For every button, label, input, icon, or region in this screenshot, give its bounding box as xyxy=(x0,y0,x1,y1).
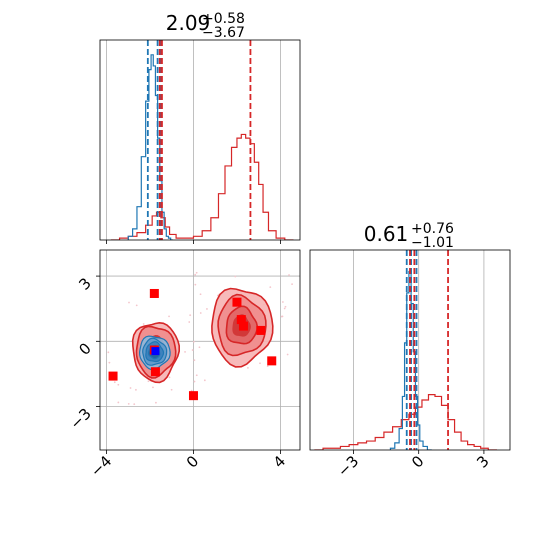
title-param2-minus: −1.01 xyxy=(411,235,454,251)
scatter-dot-6 xyxy=(152,386,154,389)
scatter-dot-17 xyxy=(113,381,116,384)
p21-ytick-label-2: 3 xyxy=(75,274,94,293)
p21-xtick-label-1: 0 xyxy=(183,452,202,471)
scatter-dot-43 xyxy=(203,379,206,382)
scatter-dot-4 xyxy=(107,351,110,354)
title-param1-plus: +0.58 xyxy=(202,11,245,27)
marker-red-4 xyxy=(232,297,242,307)
scatter-dot-51 xyxy=(189,314,192,317)
hist-panel-param1: 2.09 +0.58 −3.67 xyxy=(99,11,301,244)
hist-panel-param2-grid xyxy=(353,250,485,450)
scatter-dot-65 xyxy=(170,388,173,391)
hist-panel-param2: −3 0 3 0.61 +0.76 −1.01 xyxy=(309,221,511,480)
scatter-dot-25 xyxy=(199,312,202,314)
title-param2-median: 0.61 xyxy=(364,222,409,246)
scatter-dot-55 xyxy=(284,305,287,308)
scatter-dot-36 xyxy=(193,380,196,383)
scatter-dot-14 xyxy=(286,353,289,356)
scatter-dot-38 xyxy=(188,321,191,323)
hist-panel-param1-bars xyxy=(110,40,294,240)
scatter-dot-49 xyxy=(194,283,197,286)
scatter-dot-41 xyxy=(193,340,195,343)
scatter-dot-39 xyxy=(190,389,193,392)
hist-red-param1 xyxy=(110,133,294,240)
scatter-dot-31 xyxy=(195,271,198,274)
scatter-dot-16 xyxy=(142,323,145,325)
scatter-panel-2d: −4 0 4 −3 0 3 xyxy=(66,249,301,480)
scatter-dot-69 xyxy=(206,308,208,310)
hist-panel-param2-bars xyxy=(314,250,497,450)
hist-blue-param1 xyxy=(127,54,173,240)
marker-red-7 xyxy=(256,325,266,335)
scatter-dot-18 xyxy=(195,374,198,377)
scatter-dot-48 xyxy=(168,376,171,379)
scatter-dot-8 xyxy=(234,275,237,278)
scatter-dot-47 xyxy=(135,304,138,307)
scatter-dot-59 xyxy=(168,315,170,318)
title-param1-minus: −3.67 xyxy=(202,25,245,41)
scatter-dot-37 xyxy=(117,401,120,404)
p2-xtick-label-0: −3 xyxy=(334,452,362,480)
scatter-dot-23 xyxy=(266,365,269,368)
scatter-dot-40 xyxy=(191,349,194,351)
hist-red-param2 xyxy=(314,394,497,450)
scatter-dot-12 xyxy=(135,388,137,391)
hist-panel-param1-grid xyxy=(106,40,281,240)
marker-red-1 xyxy=(108,371,118,381)
scatter-dot-7 xyxy=(288,274,290,276)
p21-xtick-label-0: −4 xyxy=(87,452,115,480)
title-param2-plus: +0.76 xyxy=(411,221,454,237)
scatter-dot-56 xyxy=(291,283,293,286)
hist-panel-param2-frame xyxy=(309,249,511,451)
hist-panel-param2-ticks: −3 0 3 xyxy=(334,450,493,480)
hist-panel-param1-ticks xyxy=(106,240,281,244)
scatter-dot-54 xyxy=(283,307,286,310)
scatter-dot-62 xyxy=(184,351,186,353)
scatter-dot-66 xyxy=(117,383,120,386)
scatter-dot-33 xyxy=(199,293,202,296)
p2-xtick-label-1: 0 xyxy=(408,452,427,471)
scatter-dot-29 xyxy=(128,301,130,304)
scatter-dot-58 xyxy=(198,346,201,349)
marker-red-2 xyxy=(150,367,160,377)
title-param2: 0.61 xyxy=(364,222,409,246)
title-param1-median: 2.09 xyxy=(166,11,211,35)
scatter-dot-5 xyxy=(259,362,261,365)
scatter-dot-63 xyxy=(281,301,284,303)
scatter-dot-32 xyxy=(280,315,283,318)
scatter-dot-0 xyxy=(247,366,249,369)
scatter-dot-34 xyxy=(127,402,130,405)
marker-red-6 xyxy=(238,321,248,331)
scatter-dot-60 xyxy=(194,273,197,276)
scatter-panel-2d-frame xyxy=(99,249,301,451)
p21-xtick-label-2: 4 xyxy=(270,452,289,471)
hist-panel-param1-frame xyxy=(99,39,301,241)
scatter-dot-50 xyxy=(193,359,196,362)
scatter-dot-68 xyxy=(155,401,157,404)
marker-red-8 xyxy=(267,356,277,366)
marker-red-0 xyxy=(149,288,159,298)
marker-blue xyxy=(151,347,160,356)
scatter-dot-24 xyxy=(269,286,272,289)
scatter-panel-2d-grid xyxy=(100,250,300,450)
p21-ytick-label-0: −3 xyxy=(66,405,94,433)
scatter-dot-44 xyxy=(108,361,111,364)
p21-ytick-label-1: 0 xyxy=(75,339,94,358)
scatter-dot-67 xyxy=(133,403,136,406)
title-param1: 2.09 xyxy=(166,11,211,35)
scatter-dot-10 xyxy=(129,387,132,389)
scatter-dot-11 xyxy=(147,380,150,383)
scatter-panel-2d-content xyxy=(107,271,293,406)
marker-red-5 xyxy=(236,315,246,325)
marker-red-3 xyxy=(188,391,198,401)
p2-xtick-label-2: 3 xyxy=(473,452,492,471)
